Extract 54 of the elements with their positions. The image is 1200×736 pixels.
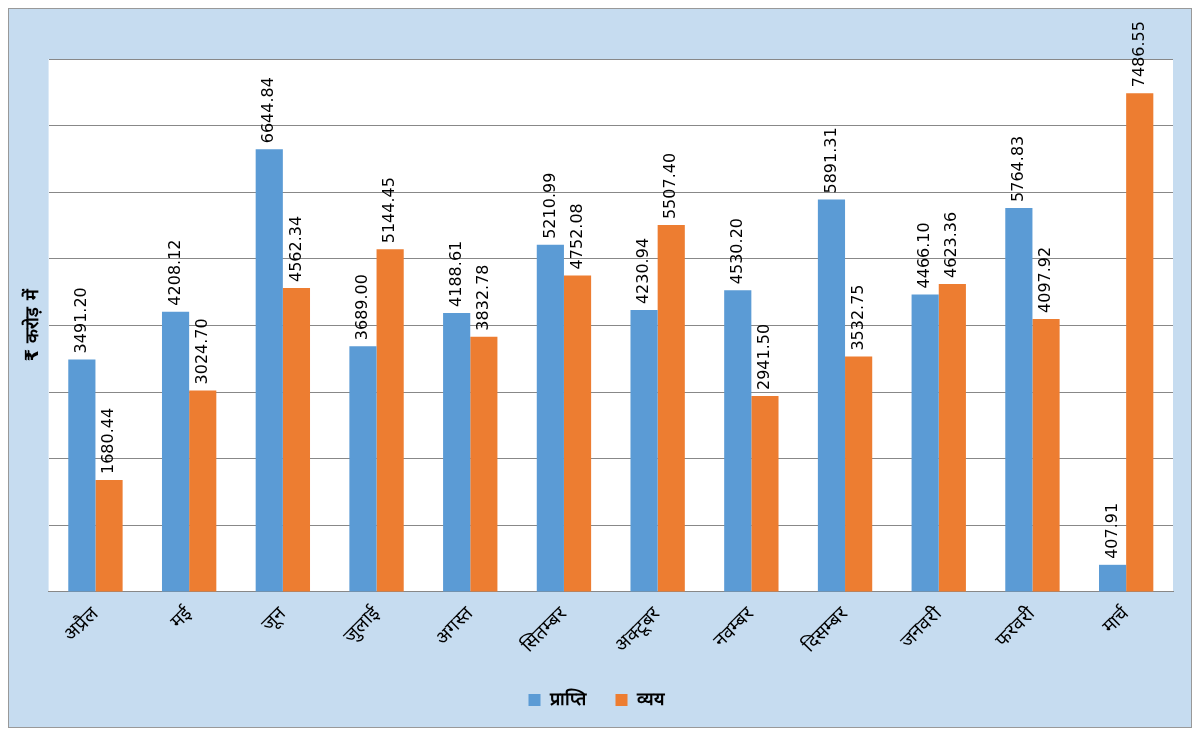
bar bbox=[845, 356, 873, 592]
data-label: 4208.12 bbox=[164, 239, 184, 306]
data-label: 3024.70 bbox=[191, 318, 211, 385]
bar bbox=[938, 283, 966, 592]
data-label: 7486.55 bbox=[1128, 21, 1148, 88]
bar bbox=[1098, 564, 1127, 592]
bar bbox=[68, 359, 96, 592]
bar bbox=[630, 310, 658, 592]
bar bbox=[817, 199, 846, 592]
data-label: 6644.84 bbox=[258, 77, 278, 144]
data-label: 5764.83 bbox=[1008, 135, 1028, 202]
bar bbox=[470, 336, 498, 592]
legend-label: व्यय bbox=[635, 687, 666, 709]
data-label: 4530.20 bbox=[726, 218, 746, 285]
bar bbox=[189, 390, 217, 592]
bar bbox=[349, 346, 377, 592]
bar bbox=[443, 312, 471, 592]
data-label: 3832.78 bbox=[472, 264, 492, 331]
bar bbox=[724, 290, 752, 592]
data-label: 4466.10 bbox=[914, 222, 934, 289]
bar bbox=[161, 311, 190, 592]
bar bbox=[376, 249, 404, 592]
bar bbox=[1032, 318, 1060, 592]
data-label: 5507.40 bbox=[660, 152, 680, 220]
bar bbox=[95, 480, 123, 592]
bar bbox=[536, 244, 564, 592]
data-label: 4097.92 bbox=[1035, 246, 1055, 313]
data-label: 1680.44 bbox=[98, 407, 118, 475]
y-axis-title: ₹ करोड़ में bbox=[21, 288, 43, 362]
bar bbox=[255, 149, 283, 592]
data-label: 5891.31 bbox=[820, 127, 840, 194]
bar bbox=[1005, 207, 1033, 592]
x-tick-label: जून bbox=[255, 601, 291, 637]
data-label: 5144.45 bbox=[379, 177, 399, 244]
data-label: 4562.34 bbox=[285, 215, 305, 283]
x-tick-label: मई bbox=[165, 601, 197, 632]
data-label: 5210.99 bbox=[539, 172, 559, 239]
data-label: 3689.00 bbox=[352, 274, 372, 341]
legend-label: प्राप्ति bbox=[548, 687, 587, 709]
data-label: 4230.94 bbox=[633, 237, 653, 305]
data-label: 4752.08 bbox=[566, 203, 586, 270]
data-label: 3491.20 bbox=[71, 287, 91, 354]
bar bbox=[751, 396, 779, 592]
bar bbox=[1126, 93, 1154, 592]
bar bbox=[563, 275, 592, 592]
bar bbox=[657, 225, 685, 592]
bar bbox=[911, 294, 939, 592]
data-label: 4623.36 bbox=[941, 211, 961, 278]
data-label: 2941.50 bbox=[754, 323, 774, 391]
data-label: 407.91 bbox=[1101, 502, 1121, 559]
bar bbox=[282, 288, 311, 592]
data-label: 4188.61 bbox=[445, 240, 465, 307]
data-label: 3532.75 bbox=[847, 284, 867, 351]
x-tick-label: मार्च bbox=[1097, 601, 1134, 638]
